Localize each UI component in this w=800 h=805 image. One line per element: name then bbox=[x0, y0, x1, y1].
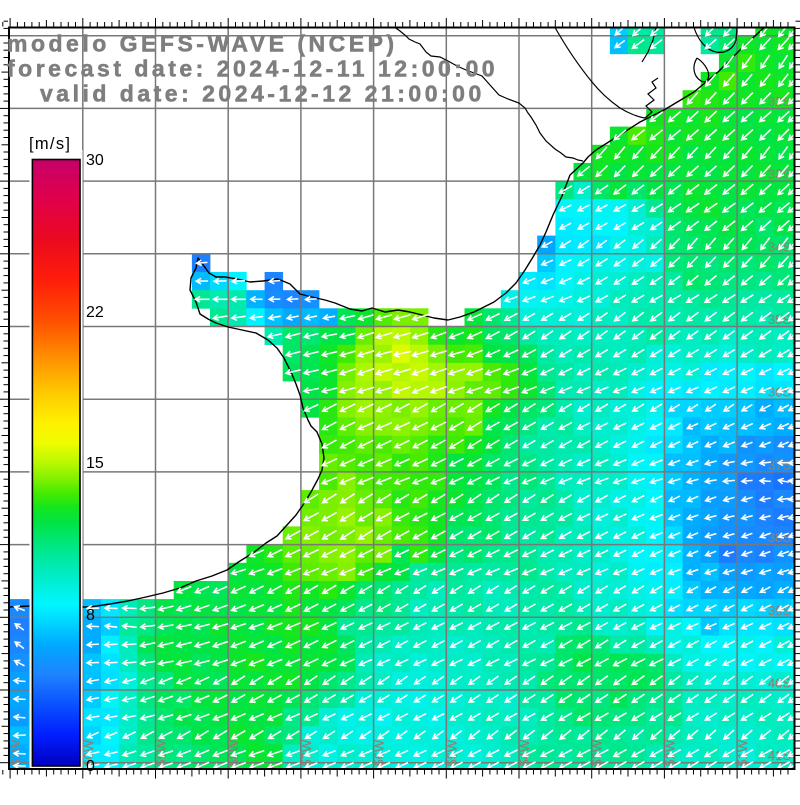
svg-text:modelo GEFS-WAVE (NCEP): modelo GEFS-WAVE (NCEP) bbox=[7, 31, 398, 57]
svg-text:[m/s]: [m/s] bbox=[29, 135, 71, 153]
svg-text:8: 8 bbox=[86, 607, 95, 624]
svg-text:forecast date: 2024-12-11 12:0: forecast date: 2024-12-11 12:00:00 bbox=[7, 56, 498, 82]
svg-text:52W: 52W bbox=[662, 739, 677, 766]
svg-text:51W: 51W bbox=[735, 739, 750, 766]
svg-text:15: 15 bbox=[86, 455, 104, 472]
svg-text:0: 0 bbox=[86, 758, 95, 775]
svg-text:valid date: 2024-12-12 21:00:0: valid date: 2024-12-12 21:00:00 bbox=[40, 81, 485, 107]
svg-text:30: 30 bbox=[86, 152, 104, 169]
svg-text:37S: 37S bbox=[768, 457, 791, 472]
svg-text:22: 22 bbox=[86, 304, 104, 321]
